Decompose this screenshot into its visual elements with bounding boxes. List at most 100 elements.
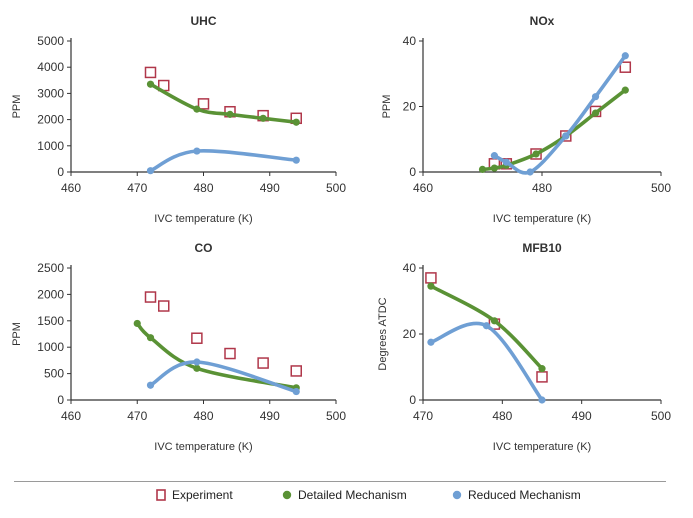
chart-1-series-reduced-point [146, 167, 155, 175]
chart-3-x-axis-label: IVC temperature (K) [154, 441, 252, 453]
chart-3-series-reduced-point [292, 387, 300, 396]
chart-2-y-tick-label: 20 [403, 100, 417, 114]
chart-1-series-experiment-point [197, 98, 210, 110]
legend-item-experiment: Experiment [156, 488, 233, 502]
chart-1-y-tick-label: 5000 [37, 34, 64, 48]
chart-1-series-reduced-point [292, 156, 300, 164]
chart-3-y-tick-label: 2500 [37, 261, 64, 275]
chart-1-series-detailed-point [193, 105, 201, 113]
chart-3-x-tick-label: 500 [326, 409, 346, 423]
chart-3-series-detailed-point [133, 319, 141, 328]
chart-3-x-tick-label: 490 [260, 409, 280, 423]
chart-2-series-detailed-point [621, 86, 629, 94]
chart-4-series-detailed-point [538, 365, 546, 373]
chart-2-series-reduced-point [562, 132, 570, 140]
chart-1-y-axis-label: PPM [11, 95, 23, 119]
chart-2-series-reduced-point [490, 152, 498, 160]
chart-2-series-detailed-point [591, 109, 600, 117]
chart-2-series-detailed-line [480, 88, 628, 172]
chart-3-title: CO [195, 241, 213, 255]
chart-3-y-tick-label: 500 [44, 367, 64, 381]
chart-3-series-experiment-point [158, 300, 170, 312]
chart-2-x-tick-label: 480 [532, 181, 552, 195]
legend-experiment-marker-icon [156, 489, 166, 501]
chart-1-x-tick-label: 480 [193, 181, 213, 195]
chart-4-series-reduced-point [482, 322, 491, 330]
chart-3-series-detailed-line [135, 321, 299, 390]
chart-2-title: NOx [530, 14, 555, 28]
chart-1-series-reduced-point [193, 147, 201, 155]
chart-4-series-experiment-point [425, 272, 437, 284]
chart-1-title: UHC [191, 14, 217, 28]
legend-reduced-marker-icon [452, 490, 462, 500]
chart-3-x-tick-label: 480 [193, 409, 213, 423]
chart-4-x-tick-label: 470 [413, 409, 433, 423]
chart-2-series-reduced-point [591, 93, 600, 101]
chart-3-series-experiment-point [191, 332, 203, 344]
legend-reduced-label: Reduced Mechanism [468, 488, 581, 502]
legend-experiment-label: Experiment [172, 488, 233, 502]
chart-3-series-detailed-point [146, 334, 155, 342]
chart-4-series-reduced-point [538, 396, 546, 404]
chart-3-y-tick-label: 2000 [37, 287, 64, 301]
chart-3-series-reduced-point [146, 381, 155, 389]
chart-2-series-detailed-point [490, 164, 498, 172]
chart-4-y-tick-label: 20 [403, 327, 417, 341]
chart-1-x-tick-label: 470 [127, 181, 147, 195]
legend-detailed-label: Detailed Mechanism [298, 488, 407, 502]
chart-3-series-detailed-point [193, 364, 201, 372]
chart-1-series-detailed-line [148, 82, 299, 124]
chart-1-y-tick-label: 0 [57, 165, 64, 179]
chart-3-series-reduced-point [193, 358, 201, 366]
chart-3-series-experiment-point [144, 291, 157, 303]
chart-3-x-tick-label: 470 [127, 409, 147, 423]
chart-2-x-tick-label: 500 [651, 181, 671, 195]
chart-1-y-tick-label: 3000 [37, 86, 64, 100]
chart-2-series-experiment-point [619, 61, 632, 73]
chart-3-y-axis-label: PPM [11, 322, 23, 346]
chart-4-series-detailed-point [427, 282, 435, 290]
chart-2-y-tick-label: 0 [409, 165, 416, 179]
chart-2-y-tick-label: 40 [403, 34, 417, 48]
chart-1-series-reduced-line [148, 148, 299, 173]
chart-3-y-tick-label: 1500 [37, 314, 64, 328]
chart-3-y-tick-label: 0 [57, 393, 64, 407]
chart-2-series-detailed-point [532, 150, 540, 158]
chart-2-series-reduced-point [502, 158, 510, 166]
chart-4-y-tick-label: 0 [409, 393, 416, 407]
chart-2-series-reduced-line [492, 53, 628, 175]
chart-1-series-experiment-point [144, 66, 157, 79]
chart-1-x-tick-label: 490 [260, 181, 280, 195]
chart-1-x-axis-label: IVC temperature (K) [154, 213, 252, 225]
chart-2-x-tick-label: 460 [413, 181, 433, 195]
chart-2-series-experiment-point [530, 148, 542, 160]
chart-2-y-axis-label: PPM [381, 95, 393, 119]
chart-2-series-experiment-point [560, 130, 572, 142]
chart-4-x-tick-label: 500 [651, 409, 671, 423]
chart-1-x-tick-label: 500 [326, 181, 346, 195]
chart-4-series-detailed-point [490, 317, 498, 325]
chart-3-series-experiment-point [290, 365, 302, 377]
chart-3-series-experiment-point [224, 347, 236, 360]
chart-4-y-axis-label: Degrees ATDC [377, 297, 389, 370]
chart-1-x-tick-label: 460 [61, 181, 81, 195]
chart-1-y-tick-label: 4000 [37, 60, 64, 74]
chart-3-x-tick-label: 460 [61, 409, 81, 423]
chart-4-x-axis-label: IVC temperature (K) [493, 441, 591, 453]
chart-2-series-reduced-point [621, 52, 629, 60]
legend-item-reduced: Reduced Mechanism [452, 488, 581, 502]
chart-2-series-reduced-point [526, 168, 534, 176]
legend-item-detailed: Detailed Mechanism [282, 488, 407, 502]
chart-1-series-detailed-point [226, 110, 234, 118]
chart-1-series-detailed-point [259, 114, 267, 122]
legend-divider [14, 481, 666, 482]
chart-1-y-tick-label: 2000 [37, 113, 64, 127]
chart-3-series-reduced-line [148, 360, 299, 394]
chart-2-series-detailed-point [478, 165, 487, 173]
chart-4-series-reduced-line [429, 321, 544, 402]
chart-1-y-tick-label: 1000 [37, 139, 64, 153]
chart-2-x-axis-label: IVC temperature (K) [493, 213, 591, 225]
chart-4-series-reduced-point [427, 338, 435, 346]
chart-4-title: MFB10 [522, 241, 562, 255]
